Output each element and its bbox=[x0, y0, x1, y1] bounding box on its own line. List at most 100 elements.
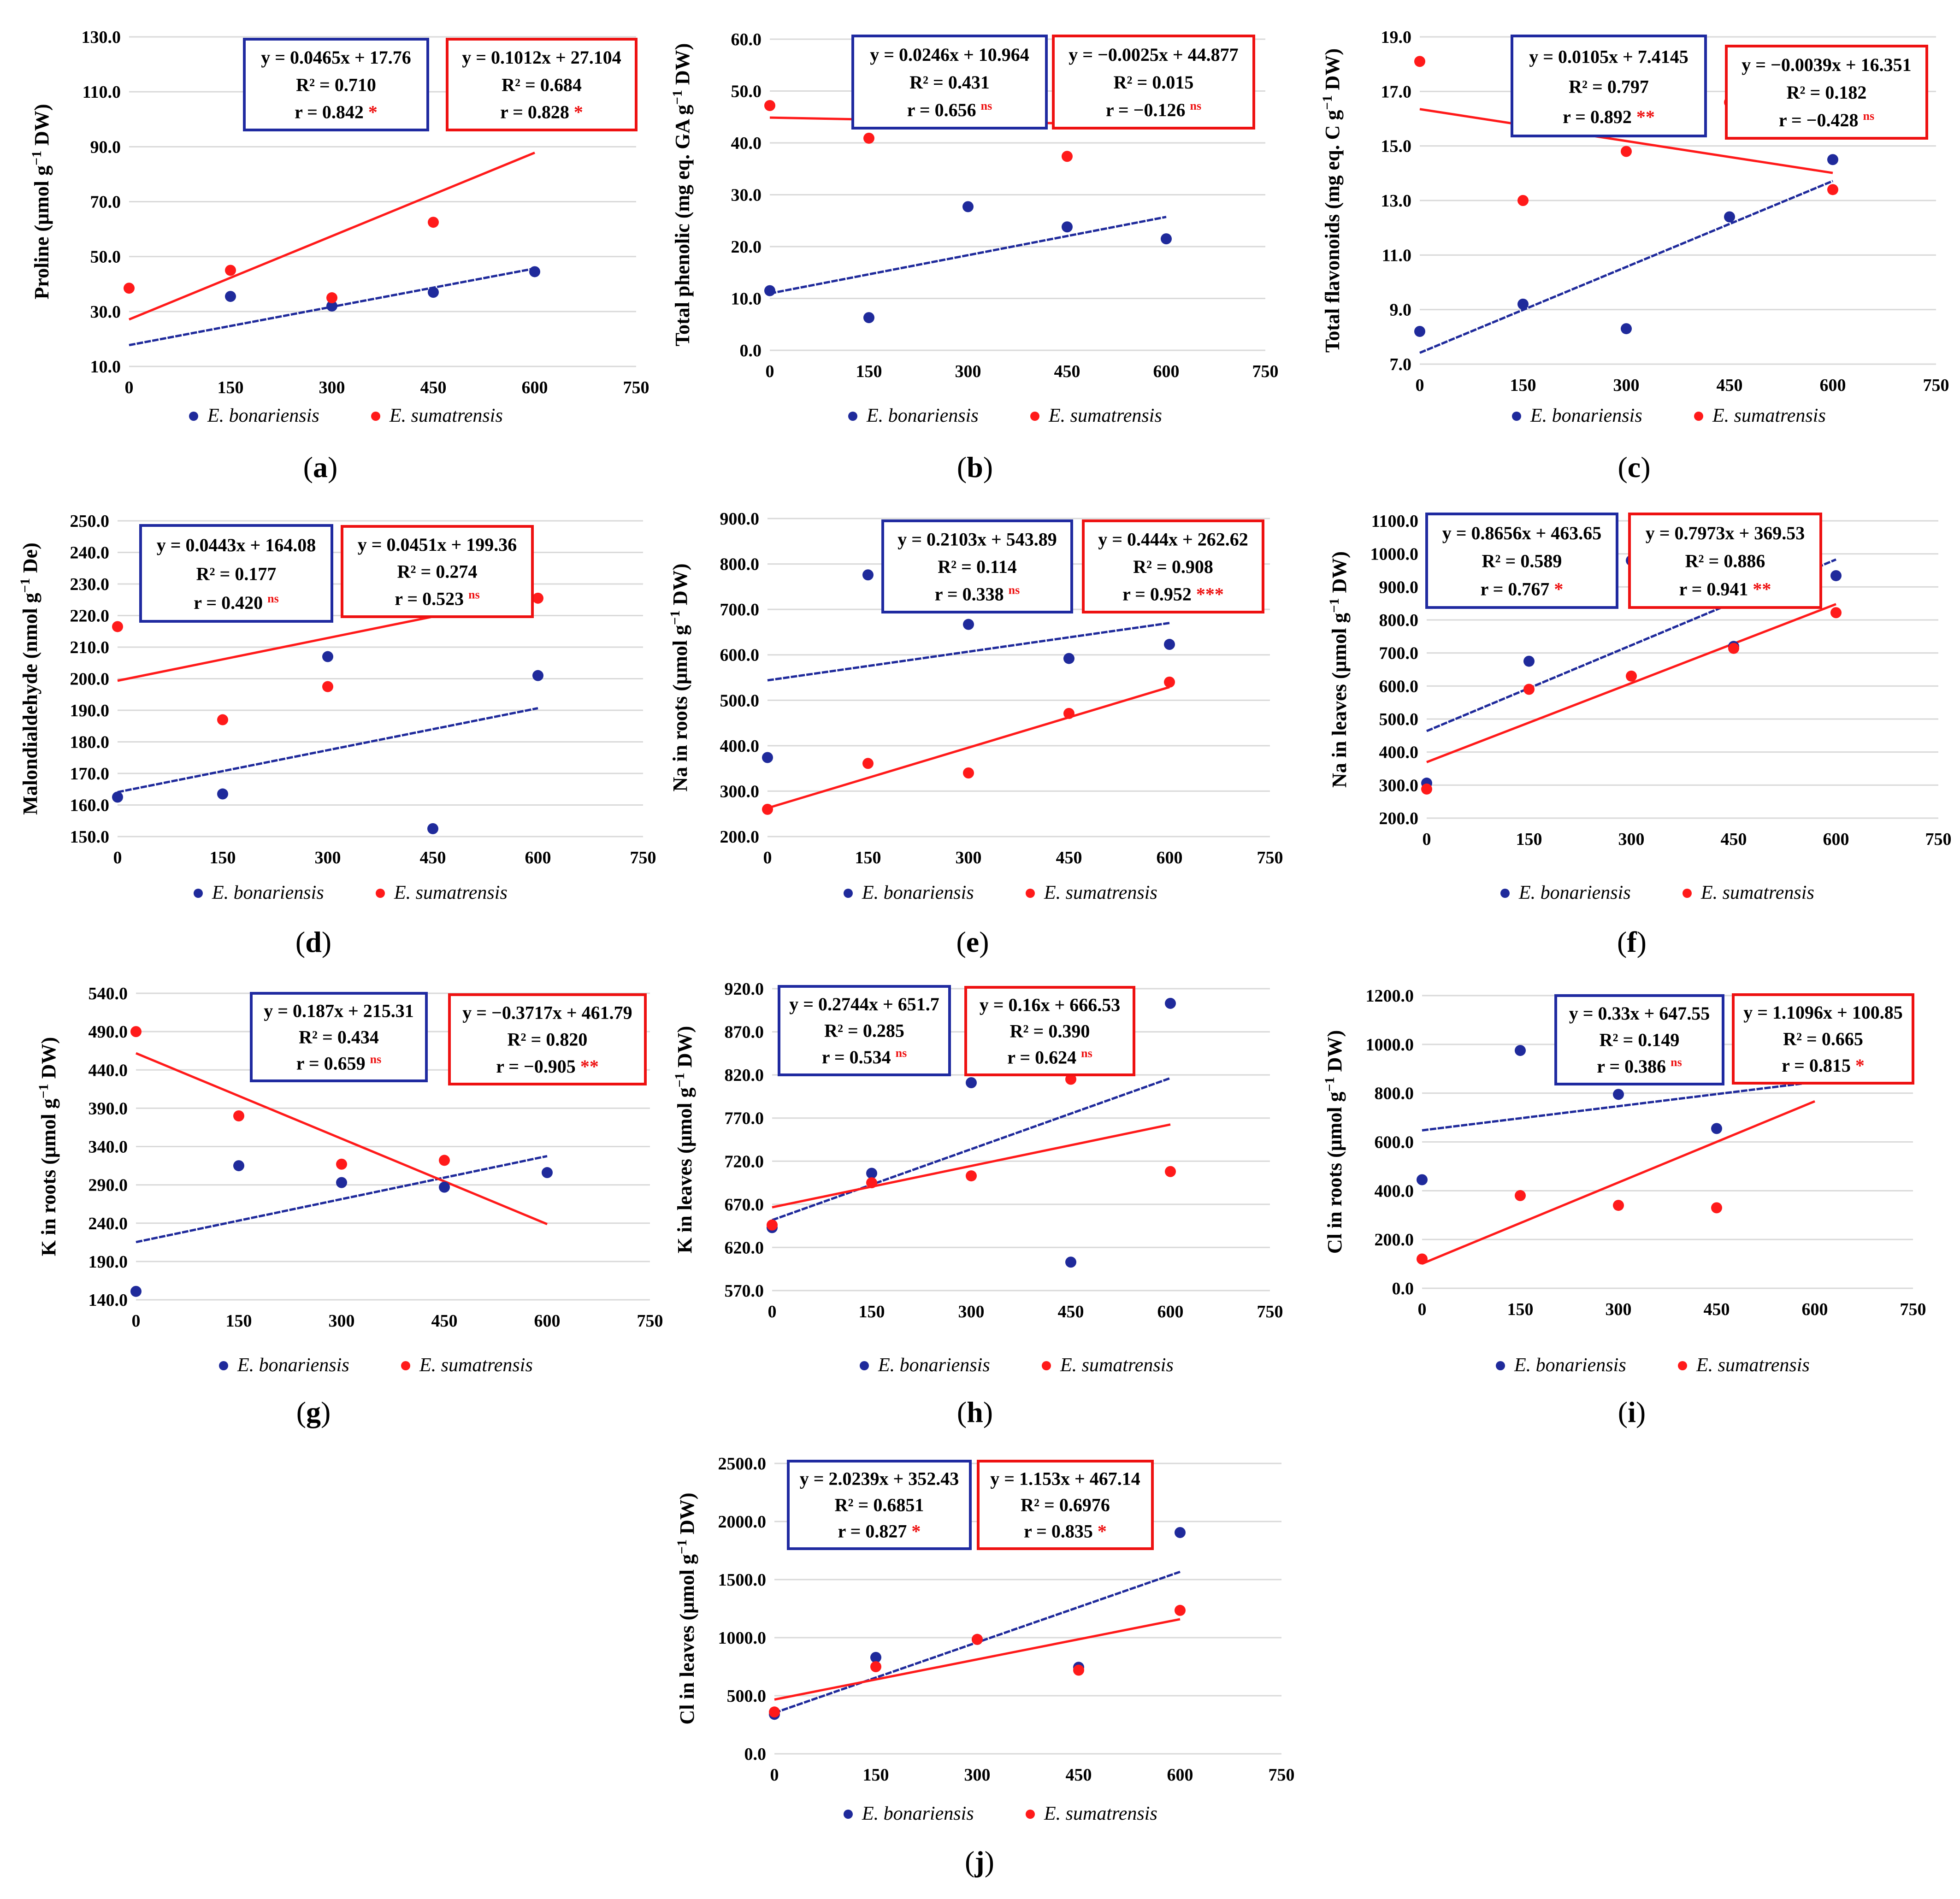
legend-marker-sumatrensis bbox=[376, 889, 385, 898]
x-tick-label: 450 bbox=[431, 1311, 458, 1331]
data-point-bonariensis bbox=[233, 1160, 244, 1172]
equation-box-sumatrensis bbox=[448, 993, 647, 1085]
y-tick-label: 900.0 bbox=[720, 509, 760, 529]
legend-marker-sumatrensis bbox=[1026, 889, 1035, 898]
legend-marker-bonariensis bbox=[844, 1810, 853, 1819]
trendline-sumatrensis bbox=[1419, 108, 1833, 174]
equation-box-sumatrensis bbox=[1628, 513, 1822, 609]
data-point-bonariensis bbox=[966, 1077, 977, 1088]
y-tick-label: 200.0 bbox=[70, 670, 110, 689]
data-point-bonariensis bbox=[1164, 639, 1175, 650]
x-tick-label: 600 bbox=[1167, 1765, 1193, 1785]
correlation-r: r = 0.534 ns bbox=[822, 1046, 907, 1068]
regression-equation: y = 0.1012x + 27.104 bbox=[462, 47, 621, 68]
data-point-sumatrensis bbox=[336, 1158, 347, 1170]
y-tick-label: 490.0 bbox=[89, 1022, 128, 1042]
y-tick-label: 240.0 bbox=[89, 1214, 128, 1233]
x-tick-label: 450 bbox=[1058, 1302, 1084, 1321]
panel-label: (e) bbox=[956, 926, 989, 958]
legend-marker-bonariensis bbox=[1500, 889, 1510, 898]
correlation-r: r = 0.624 ns bbox=[1007, 1046, 1092, 1068]
data-point-sumatrensis bbox=[769, 1706, 780, 1718]
x-tick-label: 0 bbox=[132, 1311, 141, 1331]
x-tick-label: 150 bbox=[855, 848, 881, 867]
panel-label: (f) bbox=[1617, 926, 1647, 958]
data-point-bonariensis bbox=[1621, 323, 1632, 335]
y-tick-label: 1000.0 bbox=[718, 1628, 767, 1648]
x-tick-label: 750 bbox=[1925, 830, 1952, 849]
data-point-sumatrensis bbox=[532, 592, 543, 604]
legend-label-sumatrensis: E. sumatrensis bbox=[1060, 1355, 1174, 1376]
equation-box-bonariensis bbox=[243, 38, 429, 131]
x-tick-label: 0 bbox=[770, 1765, 779, 1785]
r-squared: R² = 0.431 bbox=[909, 72, 990, 93]
x-tick-label: 600 bbox=[1820, 376, 1846, 395]
x-tick-label: 450 bbox=[420, 848, 446, 867]
data-point-sumatrensis bbox=[1830, 607, 1842, 619]
y-tick-label: 30.0 bbox=[731, 186, 762, 205]
correlation-r: r = −0.905 ** bbox=[496, 1056, 599, 1077]
data-point-sumatrensis bbox=[1613, 1200, 1624, 1211]
x-tick-label: 0 bbox=[766, 362, 774, 381]
data-point-sumatrensis bbox=[1626, 670, 1637, 682]
data-point-sumatrensis bbox=[439, 1155, 450, 1166]
correlation-r: r = 0.420 ns bbox=[194, 591, 278, 613]
equation-box-bonariensis bbox=[1554, 994, 1724, 1085]
x-tick-label: 750 bbox=[1900, 1300, 1926, 1319]
legend-label-sumatrensis: E. sumatrensis bbox=[389, 405, 503, 426]
panel-label: (h) bbox=[957, 1396, 993, 1428]
equation-box-bonariensis bbox=[851, 35, 1048, 130]
legend-label-bonariensis: E. bonariensis bbox=[1514, 1355, 1626, 1376]
equation-box-bonariensis bbox=[139, 524, 333, 623]
x-tick-label: 0 bbox=[1416, 376, 1424, 395]
x-tick-label: 750 bbox=[623, 378, 649, 397]
y-tick-label: 340.0 bbox=[89, 1138, 128, 1157]
data-point-sumatrensis bbox=[428, 217, 439, 228]
x-tick-label: 750 bbox=[1252, 362, 1279, 381]
data-point-sumatrensis bbox=[863, 132, 874, 144]
y-tick-label: 210.0 bbox=[70, 638, 110, 657]
legend-marker-bonariensis bbox=[1512, 412, 1521, 421]
x-tick-label: 300 bbox=[319, 378, 345, 397]
data-point-sumatrensis bbox=[1728, 643, 1739, 654]
r-squared: R² = 0.820 bbox=[508, 1029, 588, 1050]
legend-label-sumatrensis: E. sumatrensis bbox=[419, 1355, 533, 1376]
r-squared: R² = 0.274 bbox=[397, 561, 478, 582]
y-tick-label: 190.0 bbox=[70, 701, 110, 720]
data-point-bonariensis bbox=[1724, 211, 1735, 223]
y-tick-label: 600.0 bbox=[1379, 677, 1419, 696]
data-point-sumatrensis bbox=[1062, 151, 1073, 162]
y-tick-label: 230.0 bbox=[70, 575, 110, 594]
data-point-bonariensis bbox=[1517, 298, 1529, 310]
x-tick-label: 150 bbox=[210, 848, 236, 867]
chart-panel-2: 0.0 10.0 20.0 30.0 40.0 50.0 60.0 0 150 300 450 600… bbox=[670, 30, 1279, 484]
trendline-bonariensis bbox=[772, 1077, 1171, 1221]
r-squared: R² = 0.182 bbox=[1787, 82, 1867, 103]
correlation-r: r = 0.338 ns bbox=[935, 583, 1020, 605]
x-tick-label: 150 bbox=[1507, 1300, 1534, 1319]
regression-equation: y = 0.8656x + 463.65 bbox=[1442, 523, 1602, 543]
data-point-sumatrensis bbox=[1711, 1202, 1722, 1214]
legend-label-bonariensis: E. bonariensis bbox=[866, 405, 979, 426]
chart-panel-9: 0.0 200.0 400.0 600.0 800.0 1000.0 1200.0 0 150 3… bbox=[1322, 986, 1926, 1428]
legend-marker-bonariensis bbox=[848, 412, 857, 421]
correlation-r: r = 0.842 * bbox=[295, 101, 378, 122]
y-tick-label: 20.0 bbox=[731, 237, 762, 257]
x-tick-label: 600 bbox=[1157, 1302, 1184, 1321]
y-axis-label: Malondialdehyde (nmol g−1 De) bbox=[18, 543, 42, 815]
x-tick-label: 750 bbox=[1257, 1302, 1283, 1321]
equation-box-bonariensis bbox=[787, 1460, 972, 1550]
y-axis-label: Proline (μmol g−1 DW) bbox=[29, 104, 53, 299]
data-point-bonariensis bbox=[529, 266, 540, 277]
y-tick-label: 920.0 bbox=[725, 979, 764, 999]
data-point-sumatrensis bbox=[1421, 783, 1432, 795]
legend-marker-sumatrensis bbox=[1683, 889, 1692, 898]
data-point-bonariensis bbox=[1063, 653, 1074, 664]
regression-equation: y = 0.0451x + 199.36 bbox=[358, 534, 517, 555]
legend-marker-sumatrensis bbox=[1042, 1361, 1051, 1370]
data-point-sumatrensis bbox=[1417, 1253, 1428, 1265]
panel-label: (g) bbox=[296, 1396, 331, 1428]
data-point-sumatrensis bbox=[972, 1634, 983, 1645]
y-tick-label: 0.0 bbox=[744, 1745, 767, 1764]
equation-box-sumatrensis bbox=[446, 38, 638, 131]
